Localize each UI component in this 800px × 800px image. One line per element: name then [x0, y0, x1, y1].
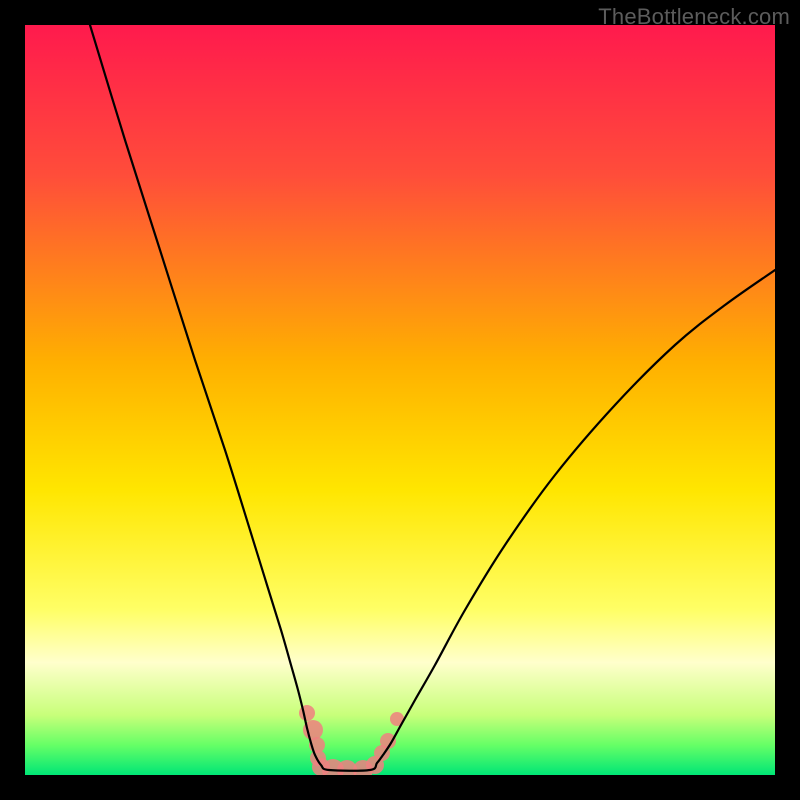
- watermark-text: TheBottleneck.com: [598, 4, 790, 30]
- gradient-background: [25, 25, 775, 775]
- chart-svg: [25, 25, 775, 775]
- chart-plot-container: [25, 25, 775, 775]
